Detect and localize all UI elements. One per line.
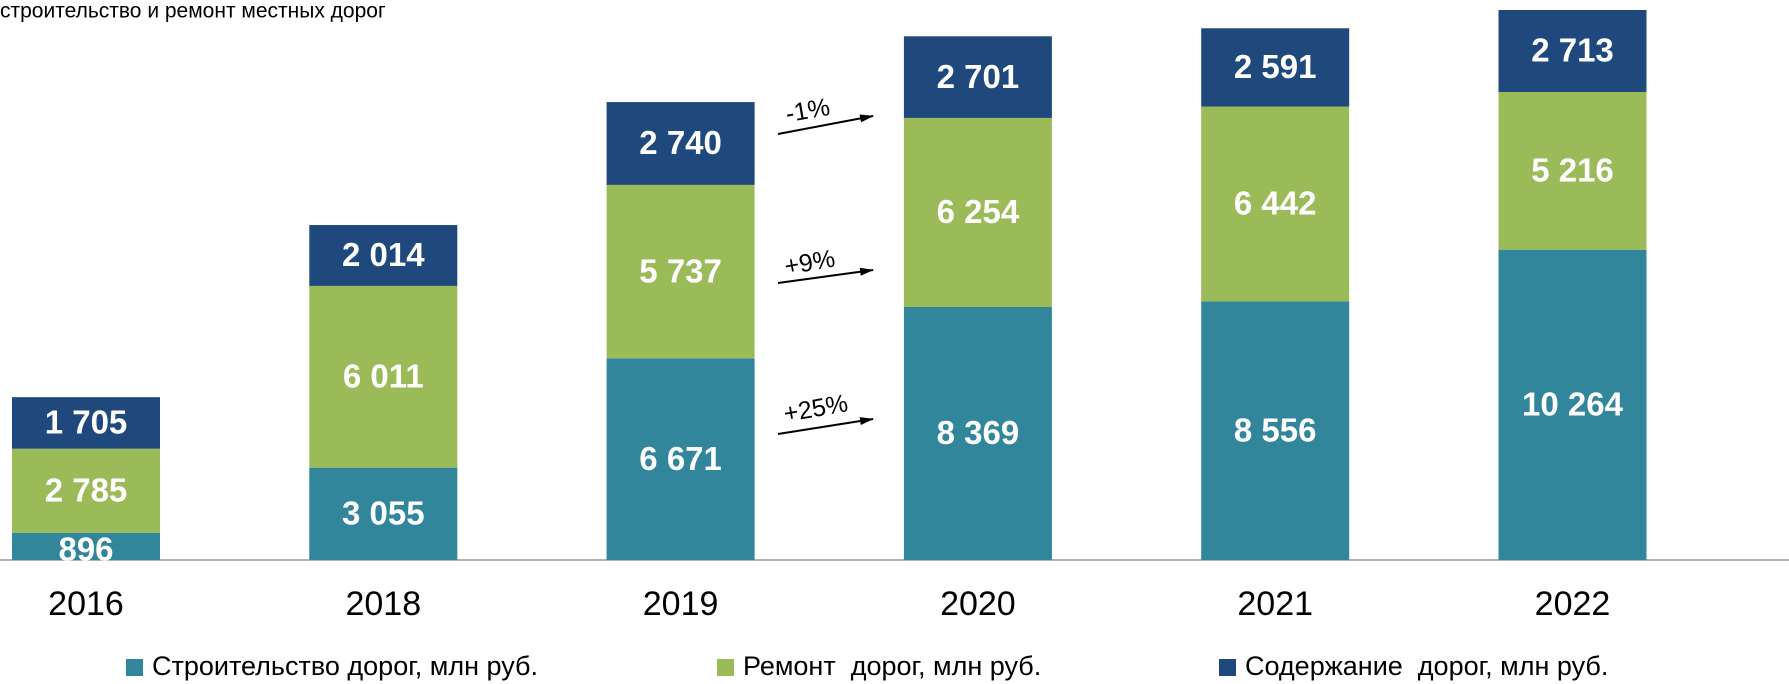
bar-segment bbox=[1498, 249, 1647, 560]
value-label: 1 705 bbox=[45, 404, 128, 441]
legend-swatch bbox=[1219, 659, 1236, 676]
bar-segment bbox=[903, 36, 1052, 118]
bar-segment bbox=[309, 467, 458, 560]
legend-swatch bbox=[717, 659, 734, 676]
bar-segment bbox=[606, 184, 755, 359]
legend-label: Содержание дорог, млн руб. bbox=[1245, 651, 1608, 681]
annotation: -1% bbox=[783, 93, 832, 128]
value-label: 8 369 bbox=[937, 414, 1020, 451]
x-tick-label: 2022 bbox=[1535, 585, 1611, 623]
value-label: 2 785 bbox=[45, 472, 128, 509]
value-label: 10 264 bbox=[1522, 386, 1624, 423]
bar-segment bbox=[1201, 301, 1350, 560]
value-label: 6 442 bbox=[1234, 185, 1317, 222]
value-label: 2 014 bbox=[342, 236, 425, 273]
x-tick-label: 2019 bbox=[643, 585, 719, 623]
annotation-arrow bbox=[777, 267, 874, 284]
bar-segment bbox=[12, 532, 160, 560]
annotation: +25% bbox=[781, 389, 850, 428]
value-label: 5 216 bbox=[1531, 152, 1614, 189]
bar-segment bbox=[903, 306, 1052, 560]
chart-title: строительство и ремонт местных дорог bbox=[0, 0, 386, 23]
bar-segment bbox=[903, 117, 1052, 307]
value-label: 6 011 bbox=[343, 358, 424, 395]
bar-segment bbox=[606, 358, 755, 560]
value-label: 2 701 bbox=[937, 58, 1020, 95]
value-label: 8 556 bbox=[1234, 411, 1317, 448]
bar-segment bbox=[309, 285, 458, 468]
bar-segment bbox=[12, 397, 160, 449]
x-tick-label: 2016 bbox=[48, 585, 124, 623]
bar-segment bbox=[1201, 28, 1350, 107]
value-label: 2 713 bbox=[1531, 32, 1614, 69]
bar-segment bbox=[1498, 10, 1647, 93]
value-label: 3 055 bbox=[342, 495, 425, 532]
bar-segment bbox=[309, 225, 458, 286]
bar-segment bbox=[606, 102, 755, 185]
value-label: 5 737 bbox=[639, 252, 722, 289]
annotation-arrow bbox=[777, 114, 874, 135]
x-tick-label: 2018 bbox=[345, 585, 421, 623]
annotation-arrow bbox=[777, 417, 874, 435]
bar-segment bbox=[12, 448, 160, 533]
value-label: 2 740 bbox=[639, 124, 722, 161]
bar-segment bbox=[1201, 106, 1350, 302]
legend-label: Строительство дорог, млн руб. bbox=[152, 651, 538, 681]
x-tick-label: 2020 bbox=[940, 585, 1016, 623]
value-label: 6 254 bbox=[937, 193, 1020, 230]
value-label: 6 671 bbox=[639, 440, 722, 477]
value-label: 896 bbox=[58, 531, 113, 568]
legend-swatch bbox=[126, 659, 143, 676]
x-tick-label: 2021 bbox=[1237, 585, 1313, 623]
legend-label: Ремонт дорог, млн руб. bbox=[743, 651, 1041, 681]
bar-segment bbox=[1498, 92, 1647, 250]
value-label: 2 591 bbox=[1234, 48, 1317, 85]
